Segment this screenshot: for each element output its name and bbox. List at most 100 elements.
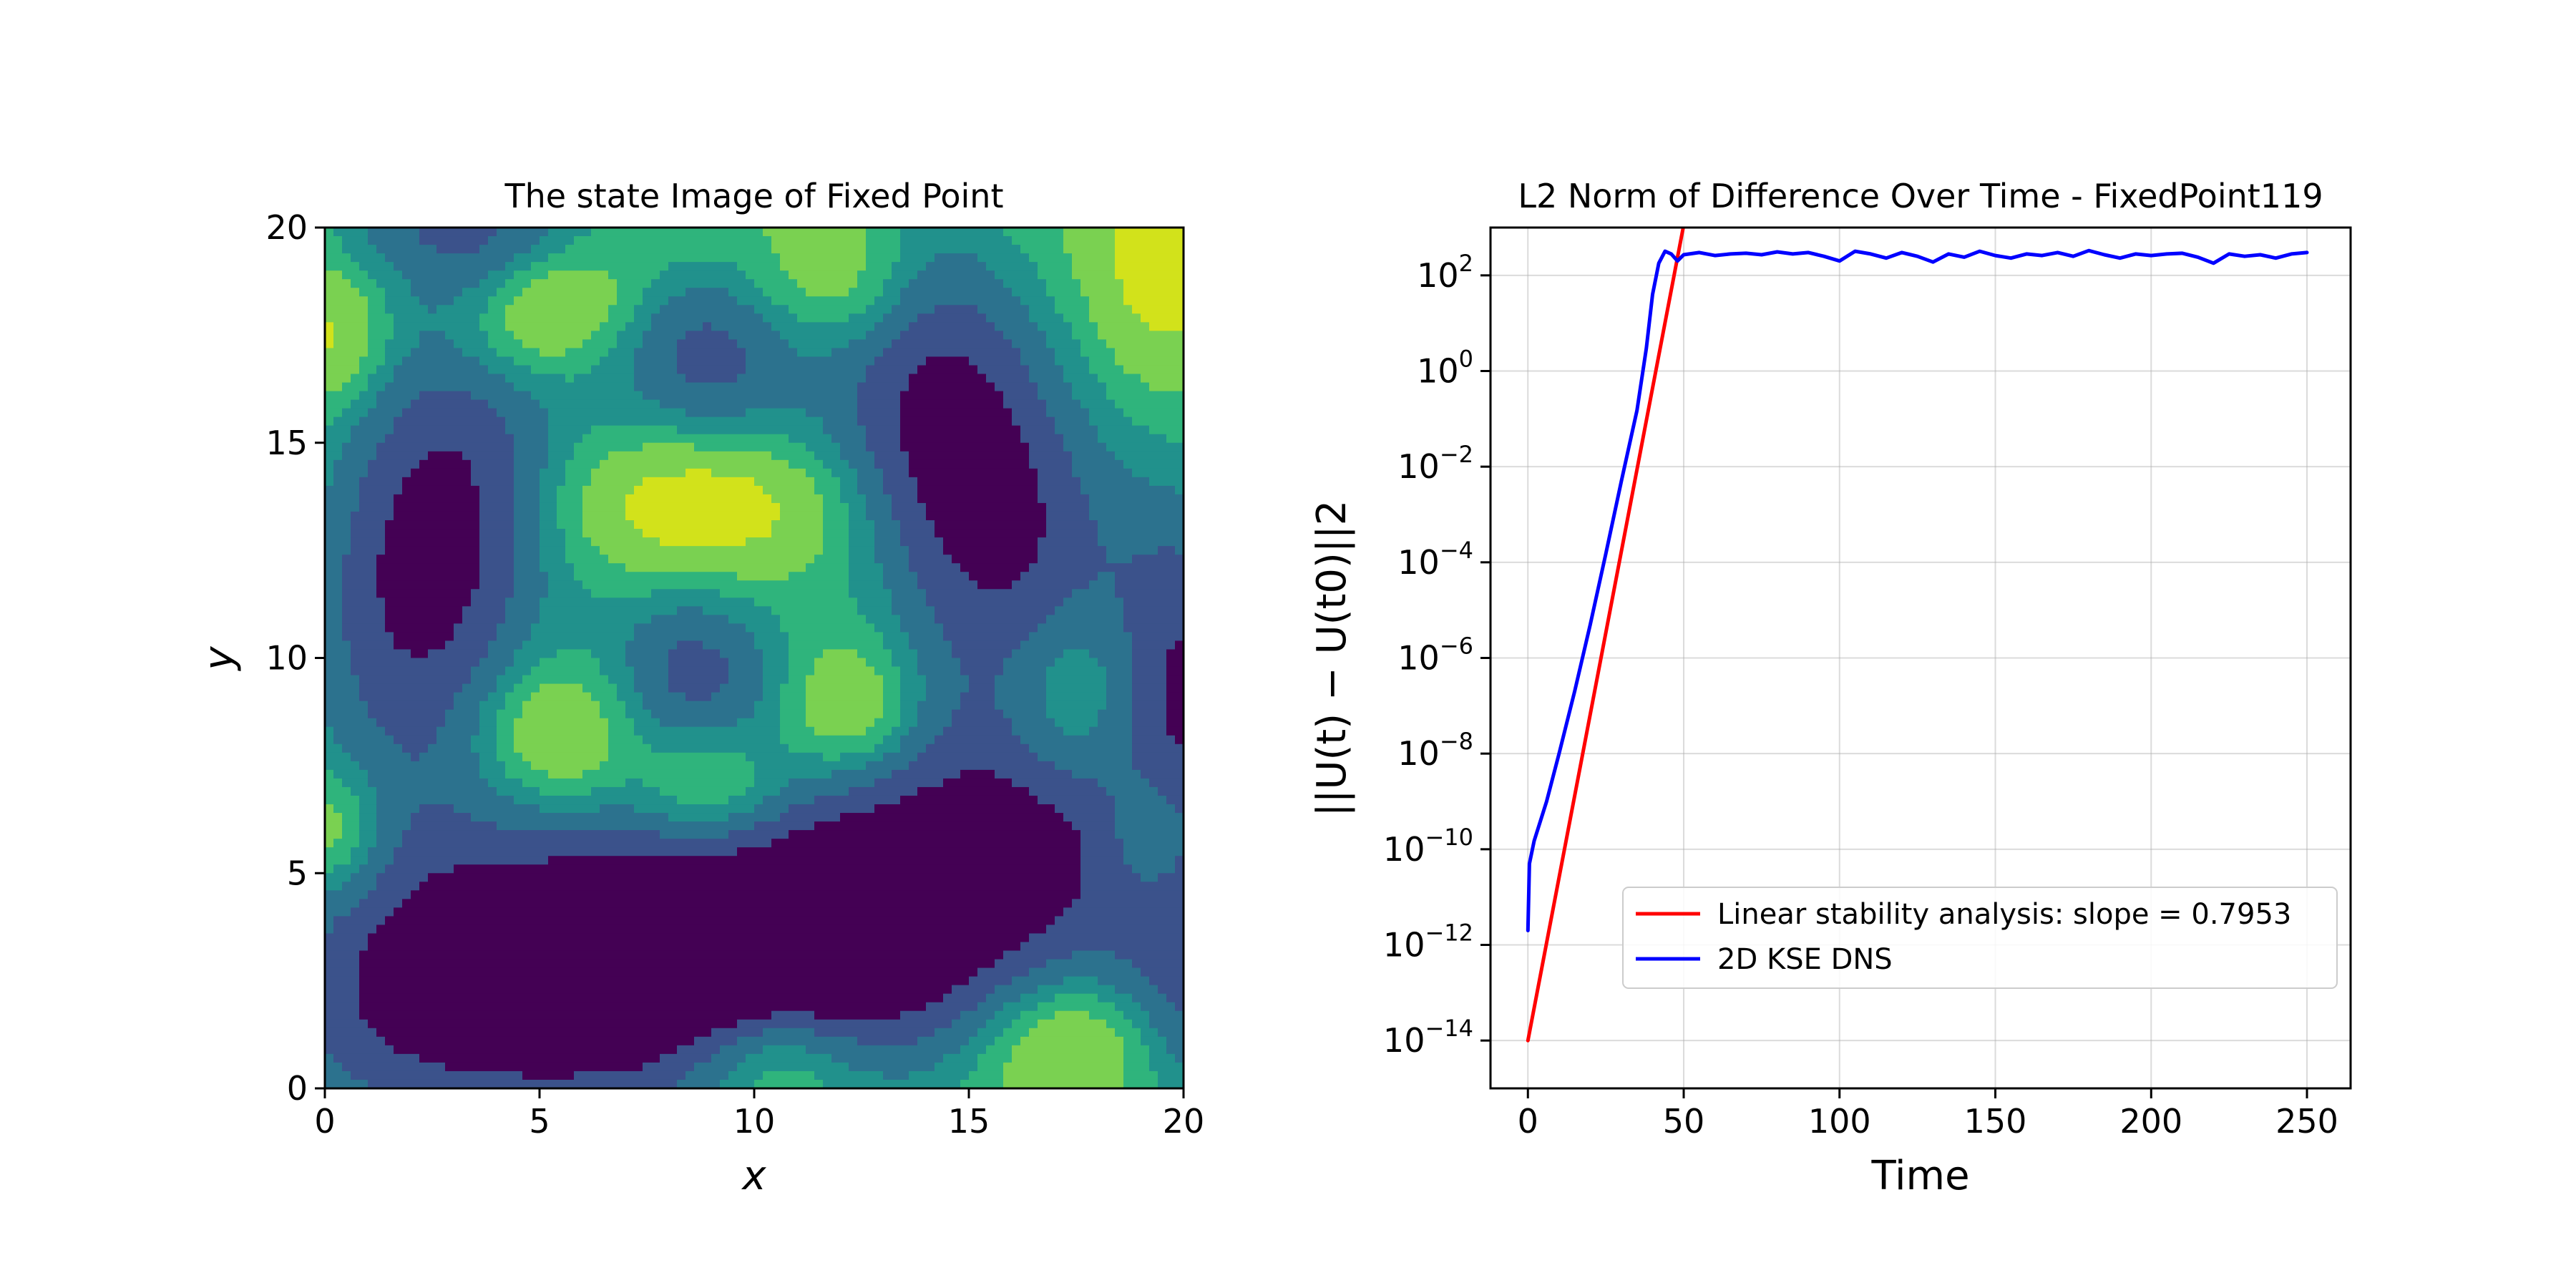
- contour-cell: [591, 786, 600, 796]
- contour-cell: [531, 1045, 540, 1055]
- contour-cell: [643, 374, 652, 384]
- contour-cell: [711, 502, 721, 512]
- contour-cell: [505, 451, 514, 461]
- contour-cell: [488, 606, 497, 615]
- contour-cell: [617, 494, 626, 504]
- contour-cell: [737, 322, 746, 331]
- contour-cell: [333, 649, 343, 659]
- contour-cell: [703, 786, 712, 796]
- contour-cell: [703, 296, 712, 306]
- contour-cell: [540, 1028, 549, 1038]
- contour-cell: [694, 726, 703, 736]
- contour-cell: [454, 597, 463, 607]
- contour-cell: [411, 640, 420, 650]
- contour-cell: [394, 924, 403, 935]
- contour-cell: [471, 477, 480, 487]
- contour-cell: [333, 1045, 343, 1055]
- contour-cell: [565, 485, 575, 495]
- contour-cell: [342, 692, 351, 702]
- contour-cell: [385, 477, 394, 487]
- contour-cell: [600, 529, 609, 538]
- contour-cell: [471, 804, 480, 814]
- contour-cell: [479, 236, 489, 245]
- contour-cell: [600, 1062, 609, 1072]
- contour-cell: [411, 658, 420, 668]
- contour-cell: [677, 795, 686, 805]
- contour-cell: [617, 1062, 626, 1072]
- contour-cell: [643, 640, 652, 650]
- contour-cell: [651, 769, 660, 779]
- contour-cell: [668, 890, 678, 899]
- contour-cell: [342, 942, 351, 952]
- contour-cell: [359, 434, 369, 444]
- contour-cell: [608, 502, 618, 512]
- contour-cell: [419, 856, 429, 865]
- contour-cell: [454, 425, 463, 435]
- contour-cell: [651, 976, 660, 986]
- contour-cell: [686, 873, 695, 882]
- contour-cell: [608, 864, 618, 874]
- contour-cell: [342, 546, 351, 555]
- contour-cell: [634, 236, 643, 245]
- contour-cell: [728, 640, 738, 650]
- contour-cell: [703, 1010, 712, 1020]
- contour-cell: [454, 408, 463, 418]
- contour-cell: [522, 1062, 532, 1072]
- contour-cell: [411, 589, 420, 598]
- contour-cell: [557, 305, 566, 314]
- contour-cell: [514, 942, 523, 952]
- contour-cell: [746, 821, 755, 831]
- contour-cell: [497, 270, 506, 280]
- contour-cell: [574, 839, 583, 848]
- contour-cell: [677, 529, 686, 538]
- contour-cell: [617, 451, 626, 461]
- contour-cell: [582, 701, 592, 711]
- contour-cell: [376, 546, 386, 555]
- contour-cell: [574, 675, 583, 685]
- contour-cell: [728, 245, 738, 254]
- contour-cell: [351, 675, 360, 685]
- contour-cell: [574, 683, 583, 693]
- contour-cell: [703, 382, 712, 392]
- contour-cell: [574, 253, 583, 263]
- contour-cell: [351, 899, 360, 908]
- contour-cell: [505, 442, 514, 452]
- contour-cell: [368, 262, 377, 271]
- contour-cell: [462, 288, 472, 297]
- contour-cell: [600, 580, 609, 590]
- contour-cell: [325, 813, 334, 822]
- contour-cell: [540, 830, 549, 839]
- contour-cell: [514, 477, 523, 487]
- contour-cell: [600, 735, 609, 745]
- contour-cell: [548, 890, 557, 899]
- contour-cell: [711, 1010, 721, 1020]
- contour-cell: [428, 916, 437, 926]
- contour-cell: [591, 485, 600, 495]
- contour-cell: [342, 615, 351, 624]
- contour-cell: [746, 537, 755, 547]
- contour-cell: [385, 839, 394, 848]
- contour-cell: [617, 529, 626, 538]
- contour-cell: [402, 331, 411, 340]
- contour-cell: [488, 976, 497, 986]
- contour-cell: [608, 821, 618, 831]
- contour-cell: [720, 451, 729, 461]
- contour-cell: [694, 666, 703, 676]
- contour-cell: [445, 976, 454, 986]
- contour-cell: [548, 1070, 557, 1080]
- contour-cell: [479, 675, 489, 685]
- contour-cell: [651, 296, 660, 306]
- contour-cell: [746, 830, 755, 839]
- contour-cell: [540, 606, 549, 615]
- contour-cell: [522, 459, 532, 469]
- contour-cell: [359, 743, 369, 753]
- contour-cell: [634, 623, 643, 633]
- contour-cell: [746, 735, 755, 745]
- contour-cell: [668, 331, 678, 340]
- contour-cell: [385, 882, 394, 891]
- contour-cell: [737, 288, 746, 297]
- contour-cell: [737, 907, 746, 917]
- contour-cell: [574, 468, 583, 478]
- contour-cell: [660, 701, 669, 711]
- contour-cell: [394, 597, 403, 607]
